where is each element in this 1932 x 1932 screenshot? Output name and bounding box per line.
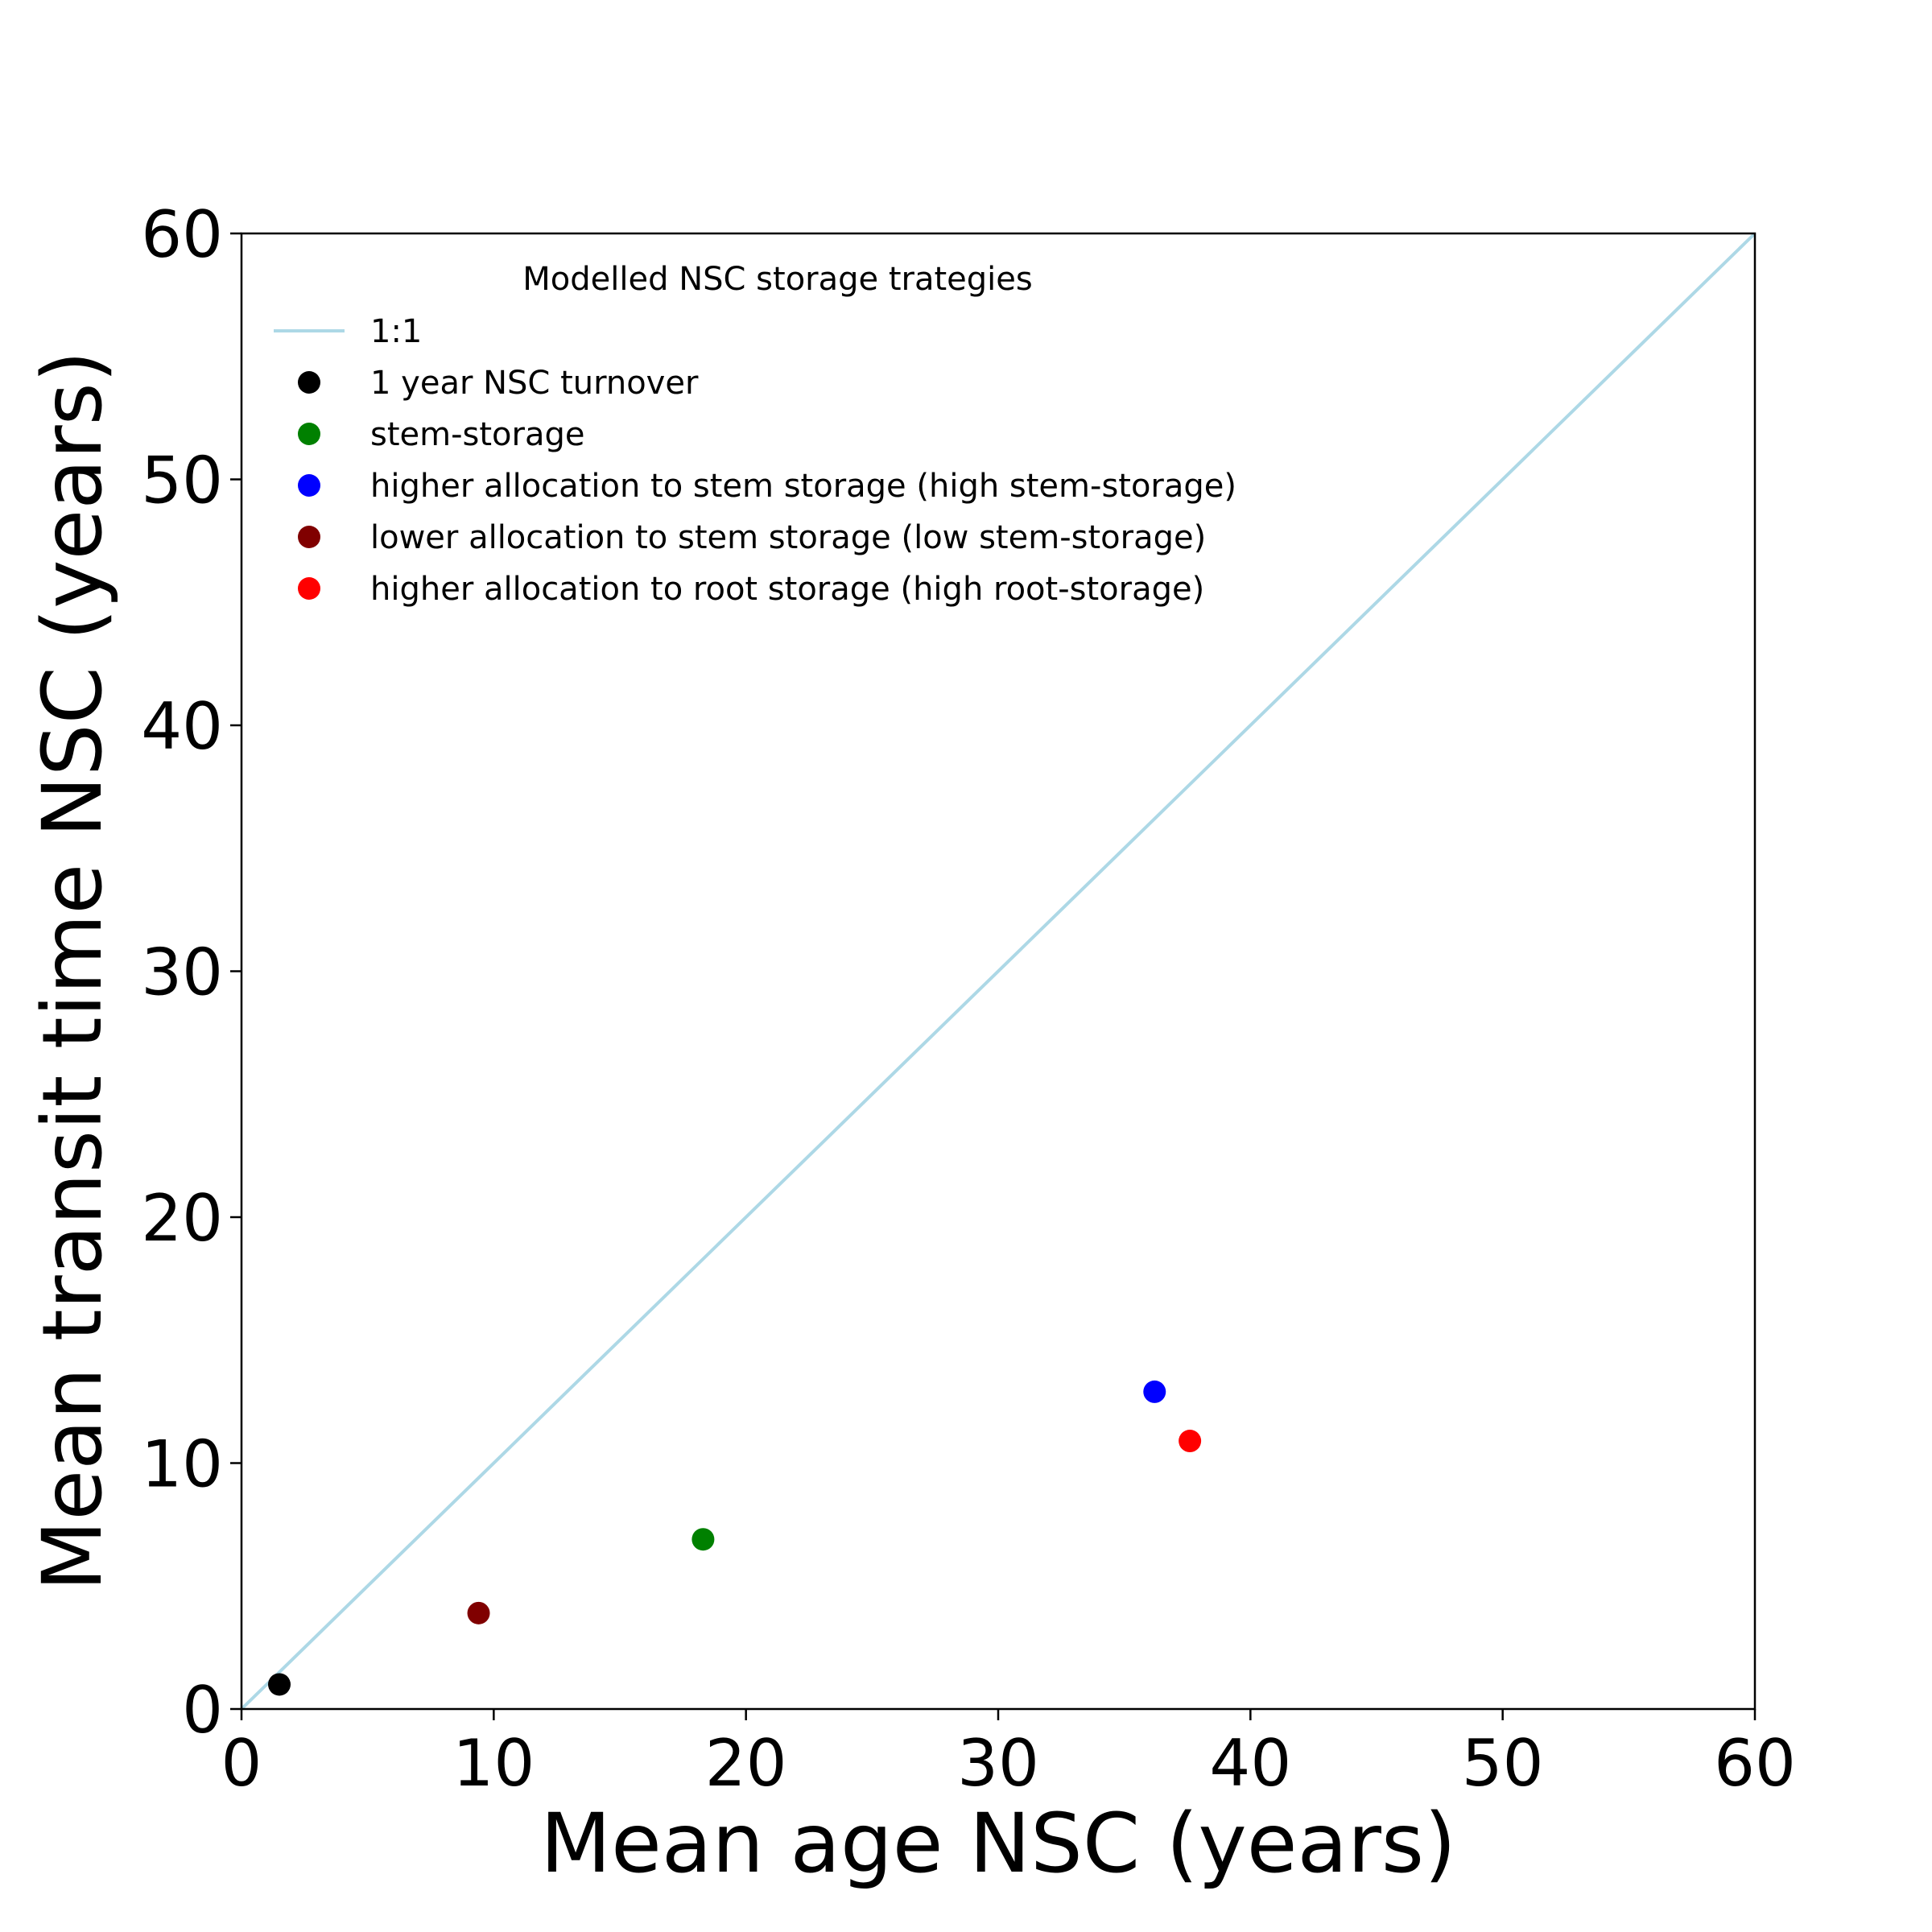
data-point-1 [691,1528,715,1551]
y-axis-label: Mean transit time NSC (years) [25,350,121,1591]
legend: Modelled NSC storage trategies 1:1 1 year… [274,261,1236,608]
legend-marker-3 [298,526,320,548]
y-tick-label: 10 [141,1427,223,1502]
y-tick-label: 20 [141,1181,223,1256]
x-tick-label: 20 [705,1726,787,1801]
reference-line-1-1 [240,232,1757,1711]
legend-label-3: lower allocation to stem storage (low st… [370,519,1206,556]
legend-label-1: stem-storage [370,416,584,453]
x-tick-label: 50 [1462,1726,1544,1801]
x-tick-label: 0 [221,1726,262,1801]
data-point-3 [467,1601,490,1624]
y-tick-label: 50 [141,444,223,518]
y-tick-label: 40 [141,689,223,764]
legend-label-4: higher allocation to root storage (high … [370,571,1204,608]
x-tick-label: 60 [1714,1726,1796,1801]
legend-marker-1 [298,423,320,445]
x-tick-label: 40 [1209,1726,1291,1801]
legend-label-0: 1 year NSC turnover [370,365,699,402]
x-axis-label: Mean age NSC (years) [540,1796,1456,1892]
data-point-4 [1179,1430,1202,1453]
legend-label-1-1: 1:1 [370,313,422,350]
x-tick-label: 10 [452,1726,535,1801]
y-tick-label: 60 [141,197,223,272]
y-tick-label: 30 [141,935,223,1010]
legend-marker-4 [298,577,320,600]
legend-title: Modelled NSC storage trategies [522,261,1032,298]
legend-marker-0 [298,371,320,394]
data-point-2 [1143,1380,1166,1403]
legend-marker-2 [298,474,320,497]
legend-label-2: higher allocation to stem storage (high … [370,468,1236,505]
y-tick-label: 0 [182,1673,223,1748]
x-tick-label: 30 [957,1726,1039,1801]
data-point-0 [268,1673,291,1696]
